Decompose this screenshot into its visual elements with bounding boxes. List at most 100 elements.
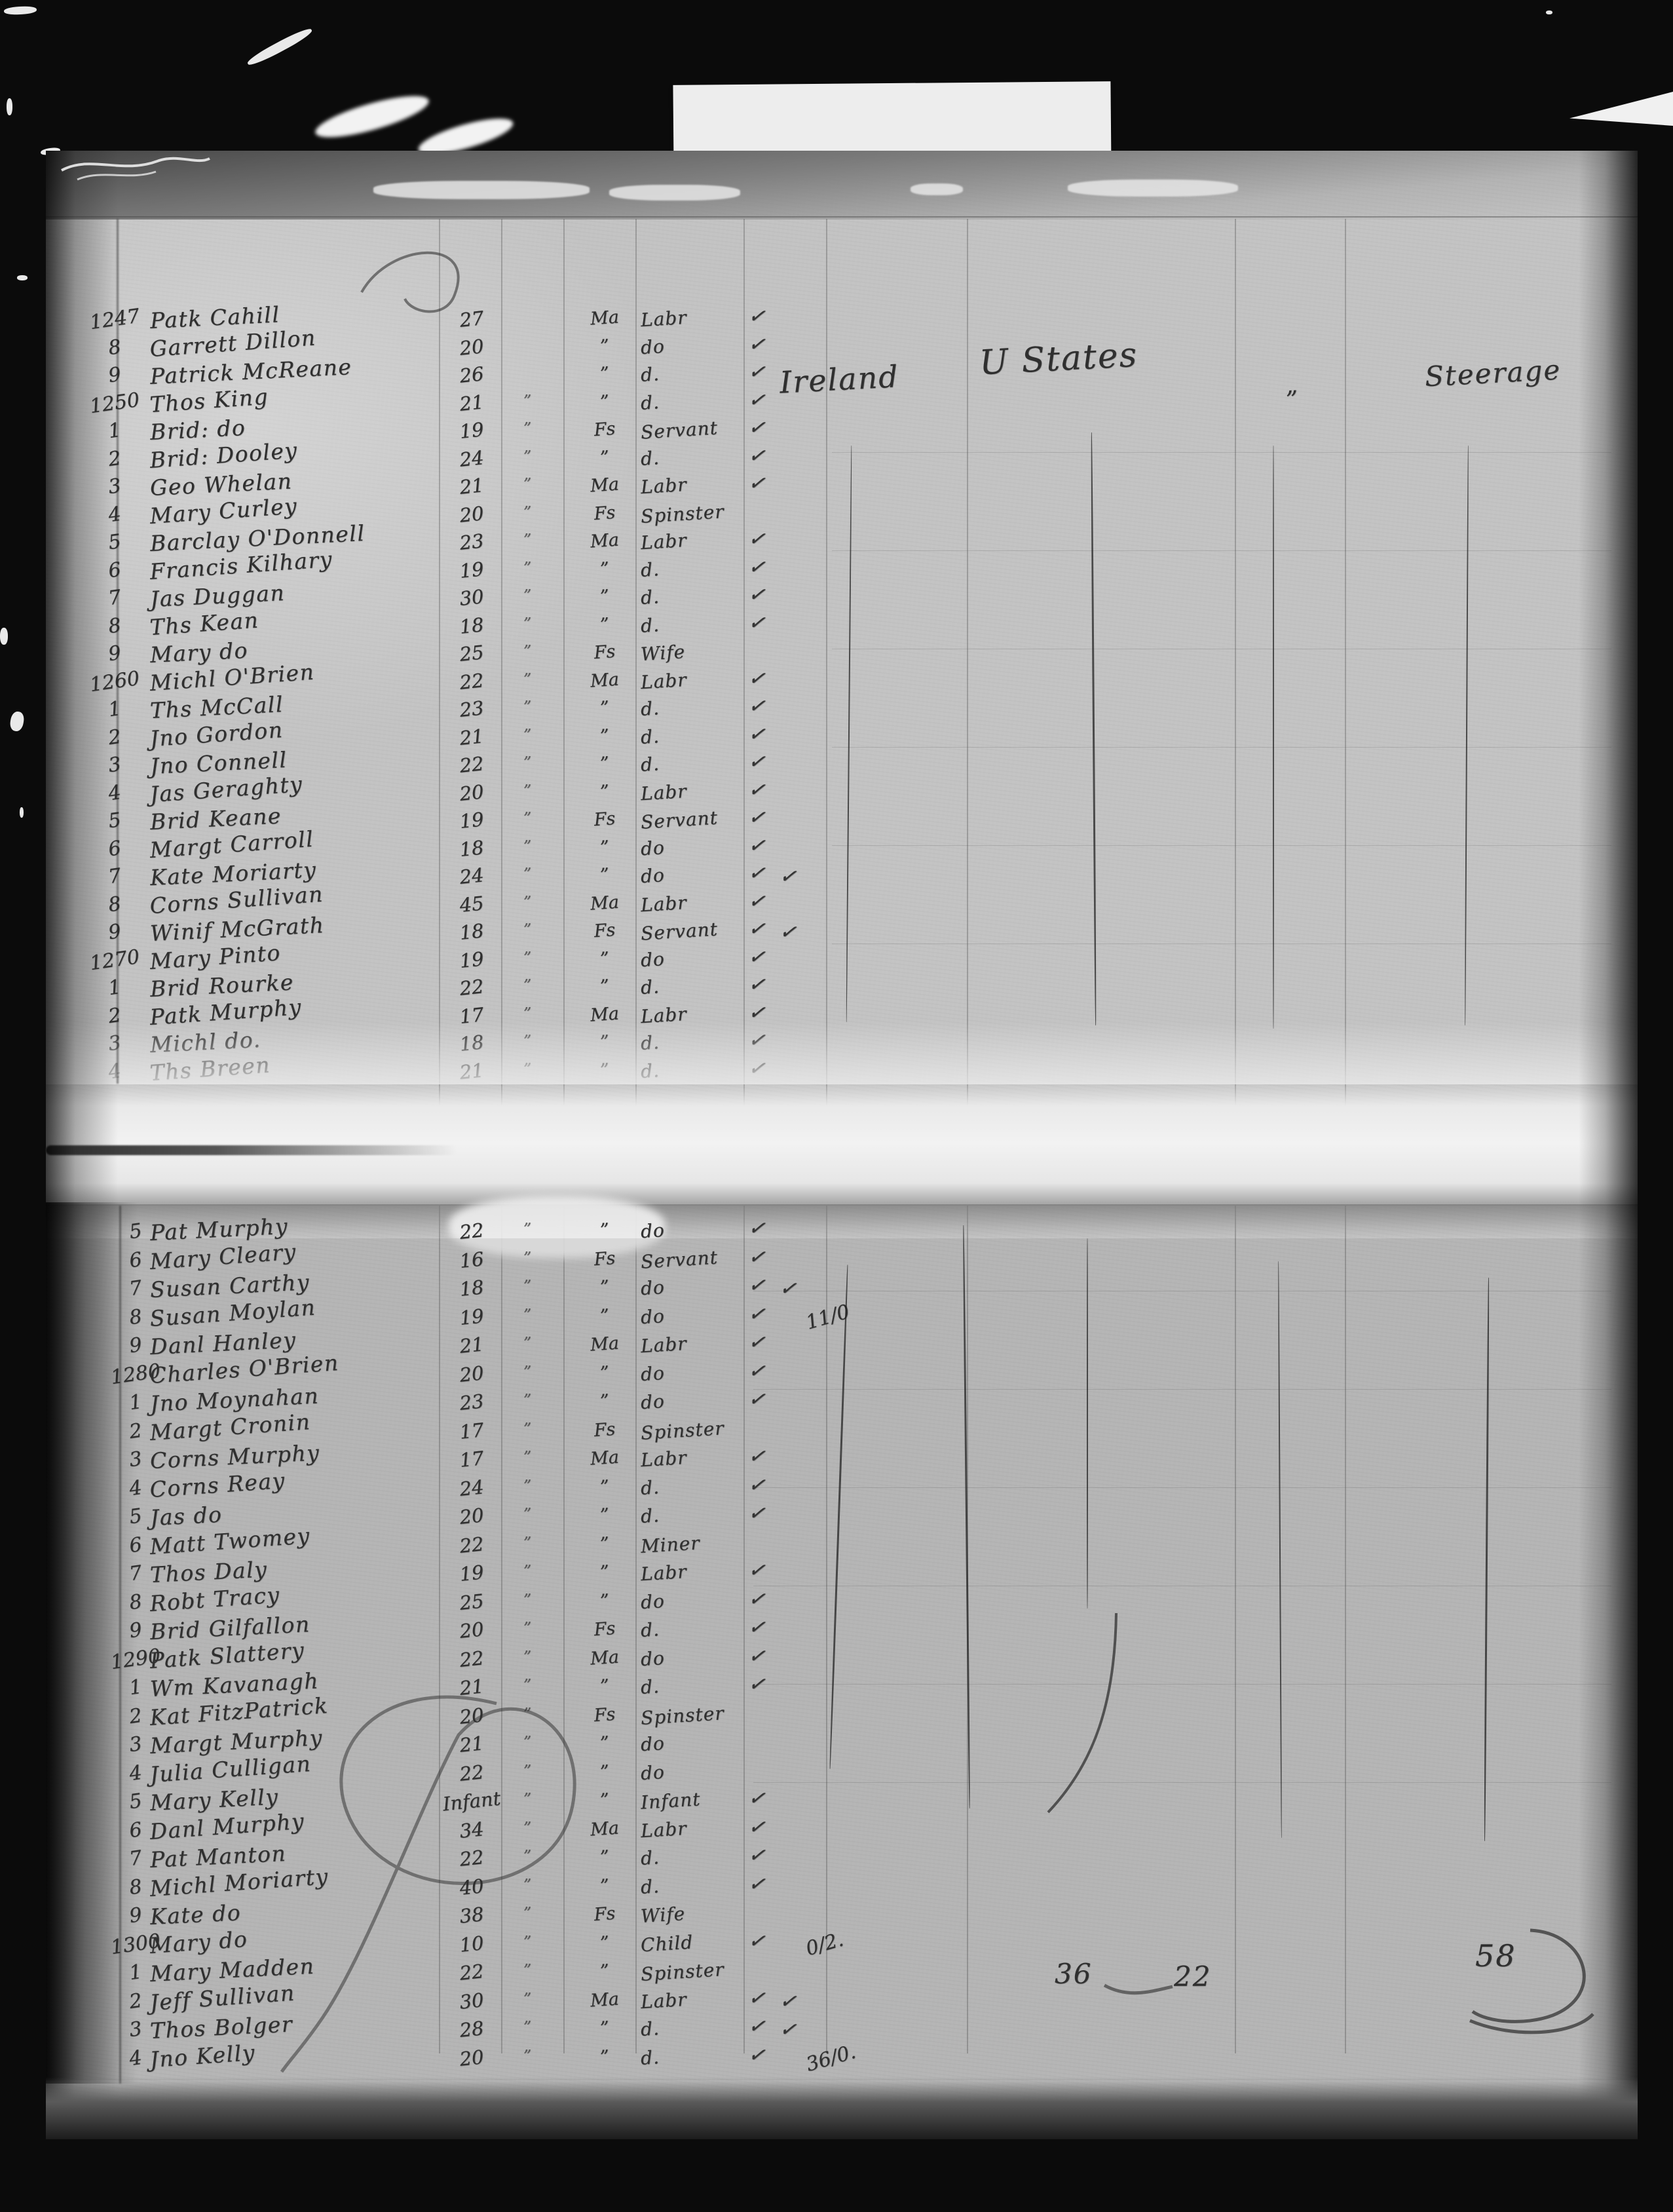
ditto-mark: ” (523, 1305, 532, 1324)
manifest-row: 8 Susan Moylan 19 ” ” do ✓ 11/0 (46, 1294, 1638, 1334)
check-mark: ✓ (747, 1557, 771, 1584)
check-mark: ✓ (747, 693, 771, 719)
passenger-age: 19 (458, 418, 485, 443)
ditto-mark: ” (523, 531, 532, 549)
manifest-row: 4 Jas Geraghty 20 ” ” Labr ✓ (46, 771, 1638, 810)
ditto-mark: ” (523, 809, 532, 828)
ditto-mark: ” (523, 753, 532, 772)
passenger-age: 19 (458, 808, 485, 833)
ditto-mark: ” (523, 1904, 532, 1922)
manifest-row: 1290 Patk Slattery 22 ” Ma do ✓ (46, 1637, 1638, 1677)
occupation: d. (640, 586, 660, 609)
ditto-mark: ” (523, 419, 532, 438)
ditto-mark: ” (523, 1505, 532, 1523)
ditto-mark: ” (523, 2018, 532, 2036)
check-mark: ✓ ✓ (747, 860, 802, 890)
check-mark: ✓ (747, 609, 771, 636)
passenger-age: 16 (458, 1247, 485, 1272)
passenger-age: 18 (458, 1276, 485, 1301)
passenger-age: 22 (458, 1846, 485, 1871)
manifest-row: 6 Matt Twomey 22 ” ” Miner (46, 1522, 1638, 1563)
passenger-sex: ” (599, 1932, 610, 1953)
check-mark: ✓ (747, 1443, 771, 1470)
occupation: Labr (640, 306, 688, 332)
film-glare (311, 87, 433, 146)
passenger-sex: Ma (590, 529, 620, 552)
occupation: d. (640, 391, 660, 414)
ruled-line (753, 1684, 1611, 1685)
passenger-sex: Ma (590, 1333, 620, 1356)
ruled-line (753, 1782, 1611, 1783)
ditto-mark: ” (523, 1676, 532, 1694)
passenger-age: 40 (458, 1874, 485, 1899)
passenger-age: 19 (458, 1304, 485, 1329)
passenger-sex: ” (599, 1590, 610, 1611)
occupation: Labr (640, 891, 688, 916)
passenger-age: 21 (458, 474, 485, 499)
passenger-sex: ” (599, 1732, 610, 1754)
passenger-age: Infant (442, 1787, 502, 1816)
ditto-mark: ” (523, 1761, 532, 1780)
passenger-age: 22 (458, 752, 485, 777)
manifest-row: 7 Kate Moriarty 24 ” ” do ✓ ✓ (46, 857, 1638, 893)
passenger-sex: ” (599, 558, 610, 579)
passenger-sex: ” (599, 1305, 610, 1326)
passenger-sex: Fs (593, 919, 616, 942)
occupation: Spinster (640, 1417, 725, 1444)
manifest-row: 9 Patrick McReane 26 ” d. ✓ (46, 354, 1638, 392)
passenger-name: Thos Daly (149, 1556, 269, 1588)
check-mark: ✓ (747, 665, 771, 691)
manifest-row: 4 Julia Culligan 22 ” ” do (46, 1750, 1638, 1791)
occupation: d. (640, 2046, 660, 2069)
occupation: d. (640, 2017, 660, 2040)
passenger-sex: ” (599, 837, 610, 858)
passenger-sex: Fs (593, 1248, 616, 1270)
passenger-sex: ” (599, 1504, 610, 1526)
passenger-sex: ” (599, 1761, 610, 1782)
passenger-age: 20 (458, 780, 485, 805)
passenger-age: 23 (458, 529, 485, 554)
occupation: do (640, 1219, 666, 1243)
occupation: d. (640, 1476, 660, 1499)
page2-top-smudge (46, 1204, 1638, 1238)
ditto-mark: ” (523, 837, 532, 856)
ditto-mark: ” (523, 2046, 532, 2065)
edge-damage (1068, 180, 1238, 197)
check-mark: ✓ (747, 1842, 771, 1869)
passenger-sex: ” (599, 447, 610, 468)
tally-total: 58 (1475, 1938, 1516, 1974)
passenger-age: 10 (458, 1931, 485, 1956)
occupation: Wife (640, 640, 686, 666)
check-mark: ✓ (747, 721, 771, 747)
passenger-sex: ” (599, 1875, 610, 1896)
manifest-row: 6 Mary Cleary 16 ” Fs Servant ✓ (46, 1238, 1638, 1278)
passenger-age: 20 (458, 1504, 485, 1529)
passenger-age: 21 (458, 390, 485, 415)
passenger-age: 24 (458, 864, 485, 888)
check-mark: ✓ (747, 415, 771, 441)
manifest-row: 8 Ths Kean 18 ” ” d. ✓ (46, 607, 1638, 643)
passenger-sex: Fs (593, 502, 616, 524)
ditto-mark: ” (523, 1875, 532, 1894)
occupation: do (640, 1390, 666, 1414)
passenger-sex: Ma (590, 1818, 620, 1840)
ditto-mark: ” (523, 391, 532, 410)
check-mark: ✓ (747, 805, 771, 831)
ditto-mark: ” (523, 503, 532, 522)
passenger-sex: Ma (590, 669, 620, 691)
manifest-row: 6 Francis Kilhary 19 ” ” d. ✓ (46, 546, 1638, 587)
check-mark: ✓ (747, 442, 771, 468)
passenger-age: 30 (458, 585, 485, 610)
occupation: d. (640, 1846, 660, 1869)
check-mark: ✓ (747, 1472, 771, 1498)
passenger-age: 19 (458, 557, 485, 582)
passenger-age: 22 (458, 1532, 485, 1557)
ditto-stroke-column-p2a (1087, 1238, 1088, 1609)
passenger-sex: ” (599, 781, 610, 802)
check-mark: ✓ (747, 888, 771, 914)
occupation: Infant (640, 1788, 702, 1814)
occupation: Spinster (640, 1958, 725, 1985)
manifest-row: 1280 Charles O'Brien 20 ” ” do ✓ (46, 1349, 1638, 1392)
manifest-row: 5 Brid Keane 19 ” Fs Servant ✓ (46, 803, 1638, 837)
